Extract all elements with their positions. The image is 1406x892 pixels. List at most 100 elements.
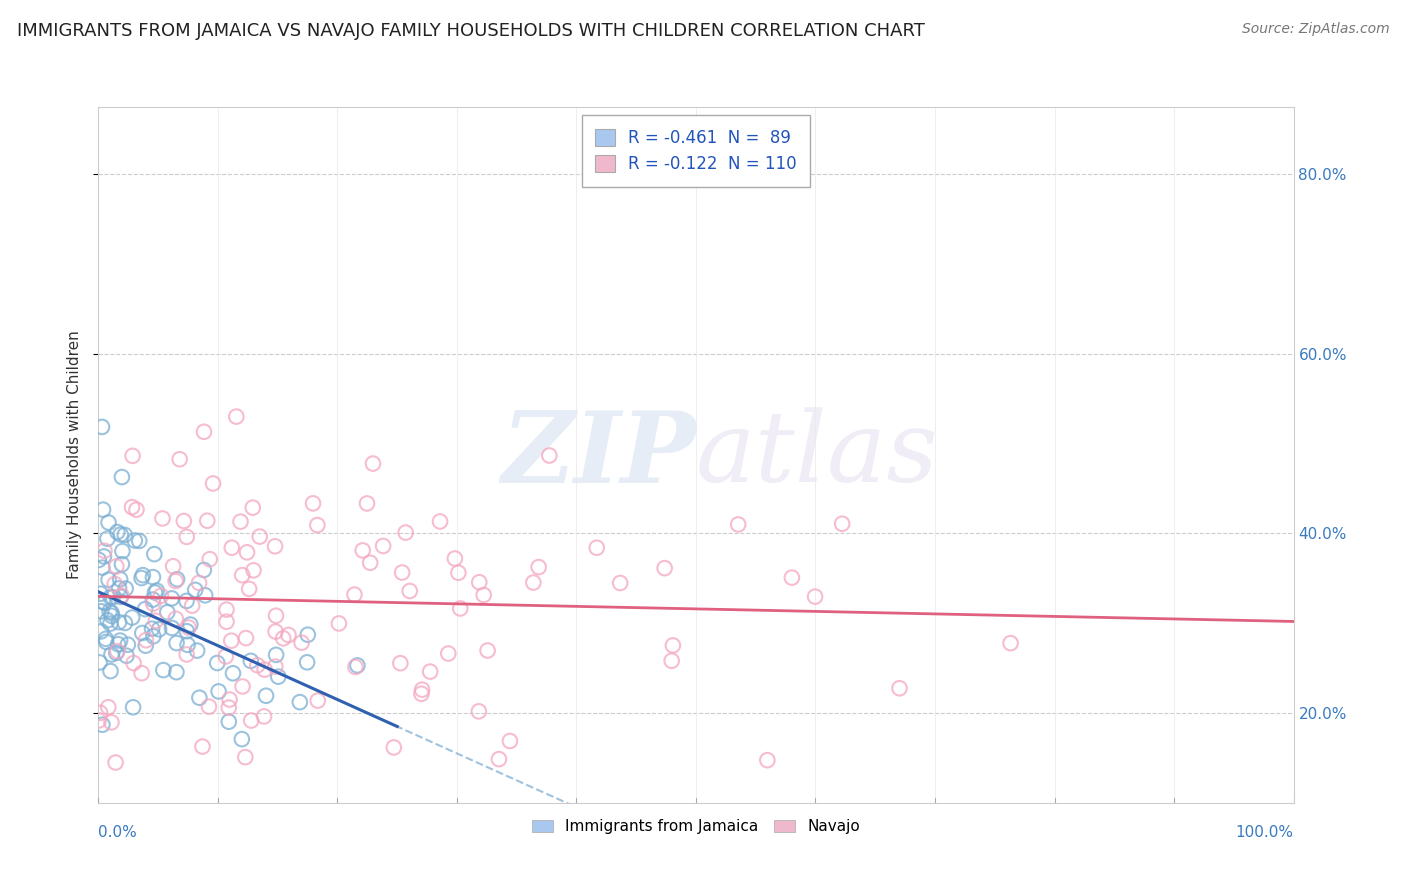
Point bbox=[231, 568, 253, 582]
Point bbox=[359, 556, 381, 570]
Point bbox=[89, 656, 111, 670]
Point bbox=[352, 543, 374, 558]
Point bbox=[104, 756, 127, 770]
Point bbox=[831, 516, 853, 531]
Point bbox=[91, 502, 114, 516]
Point bbox=[207, 656, 229, 670]
Point bbox=[160, 621, 183, 635]
Point bbox=[89, 587, 111, 601]
Point bbox=[356, 496, 378, 510]
Point bbox=[264, 624, 287, 639]
Point bbox=[90, 604, 112, 618]
Legend: R = -0.461  N =  89, R = -0.122  N = 110: R = -0.461 N = 89, R = -0.122 N = 110 bbox=[582, 115, 810, 186]
Point bbox=[135, 639, 157, 653]
Point bbox=[468, 704, 491, 718]
Point bbox=[105, 559, 128, 574]
Point bbox=[218, 700, 240, 714]
Point bbox=[132, 568, 155, 582]
Point bbox=[889, 681, 911, 696]
Point bbox=[115, 648, 138, 663]
Point bbox=[108, 615, 131, 630]
Point bbox=[165, 574, 187, 588]
Point bbox=[100, 606, 122, 620]
Point bbox=[233, 750, 256, 764]
Point bbox=[93, 543, 115, 558]
Point bbox=[235, 631, 257, 645]
Point bbox=[215, 615, 238, 629]
Point bbox=[398, 584, 420, 599]
Point bbox=[429, 515, 451, 529]
Text: 100.0%: 100.0% bbox=[1236, 825, 1294, 840]
Point bbox=[472, 588, 495, 602]
Point bbox=[108, 633, 131, 648]
Point bbox=[110, 589, 132, 603]
Point bbox=[131, 666, 153, 681]
Point bbox=[91, 717, 114, 731]
Point bbox=[254, 689, 277, 703]
Point bbox=[188, 575, 211, 590]
Point bbox=[114, 615, 136, 630]
Point bbox=[108, 582, 131, 596]
Point bbox=[117, 638, 139, 652]
Point bbox=[267, 670, 290, 684]
Point bbox=[121, 449, 143, 463]
Point bbox=[124, 533, 146, 548]
Point bbox=[198, 699, 221, 714]
Point bbox=[538, 449, 561, 463]
Point bbox=[662, 639, 685, 653]
Point bbox=[499, 734, 522, 748]
Point bbox=[142, 592, 165, 607]
Point bbox=[195, 514, 218, 528]
Point bbox=[236, 545, 259, 559]
Point bbox=[253, 709, 276, 723]
Point bbox=[207, 684, 229, 698]
Point bbox=[101, 591, 124, 605]
Point bbox=[328, 616, 350, 631]
Point bbox=[297, 628, 319, 642]
Point bbox=[93, 596, 115, 610]
Text: 0.0%: 0.0% bbox=[98, 825, 138, 840]
Point bbox=[166, 572, 188, 586]
Point bbox=[176, 648, 198, 662]
Point bbox=[156, 605, 179, 619]
Point bbox=[477, 643, 499, 657]
Point bbox=[291, 635, 314, 649]
Point bbox=[249, 530, 271, 544]
Point bbox=[179, 617, 201, 632]
Point bbox=[145, 583, 167, 598]
Point bbox=[215, 649, 238, 664]
Point bbox=[134, 602, 156, 616]
Point bbox=[344, 660, 367, 674]
Point bbox=[295, 655, 318, 669]
Point bbox=[96, 613, 118, 627]
Point bbox=[468, 575, 491, 590]
Point bbox=[143, 585, 166, 599]
Point bbox=[239, 654, 262, 668]
Point bbox=[152, 663, 174, 677]
Point bbox=[447, 566, 470, 580]
Point bbox=[277, 628, 299, 642]
Point bbox=[373, 539, 395, 553]
Point bbox=[87, 553, 110, 567]
Point bbox=[194, 588, 217, 602]
Point bbox=[585, 541, 607, 555]
Point bbox=[169, 452, 191, 467]
Point bbox=[148, 623, 170, 637]
Point bbox=[111, 558, 134, 572]
Point bbox=[222, 666, 245, 681]
Point bbox=[444, 551, 467, 566]
Point bbox=[271, 632, 294, 646]
Point bbox=[100, 590, 122, 604]
Point bbox=[142, 597, 165, 611]
Point bbox=[105, 524, 128, 539]
Point bbox=[253, 663, 276, 677]
Point bbox=[166, 636, 188, 650]
Point bbox=[202, 476, 225, 491]
Point bbox=[160, 591, 183, 606]
Point bbox=[131, 571, 153, 585]
Point bbox=[240, 714, 263, 728]
Point bbox=[131, 626, 153, 640]
Point bbox=[218, 714, 240, 729]
Point bbox=[661, 654, 683, 668]
Point bbox=[193, 563, 215, 577]
